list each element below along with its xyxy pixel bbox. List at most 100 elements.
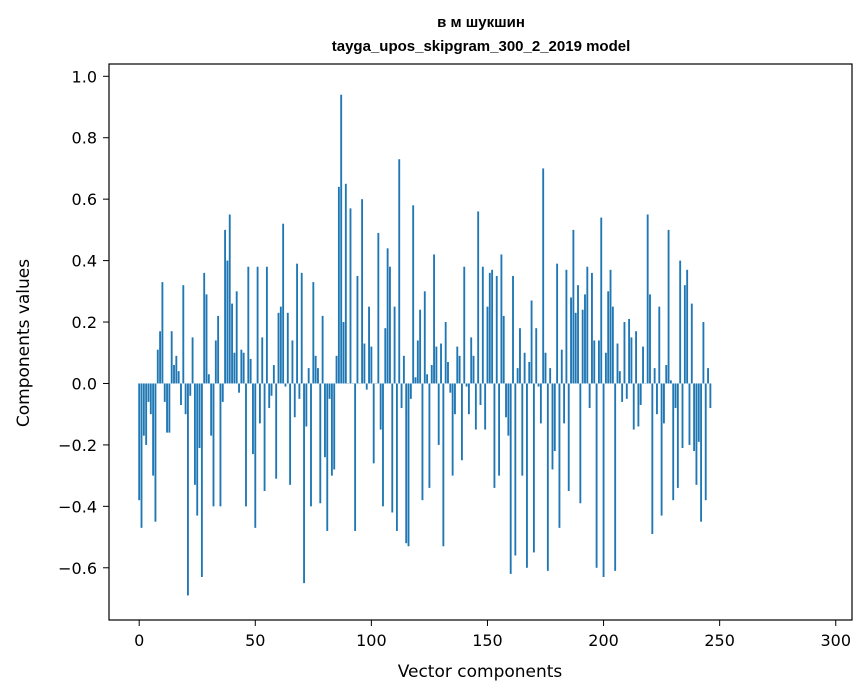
bar [505,383,507,418]
bar [279,306,282,384]
bar [419,309,422,384]
bar [282,223,285,384]
bar [275,383,278,479]
x-tick-label: 0 [134,631,144,650]
bar [539,383,542,424]
bar [249,358,252,384]
bar [574,312,577,384]
bar [398,159,401,384]
bar [651,383,654,534]
y-tick-label: −0.6 [58,559,97,578]
bar [509,383,512,574]
bar [618,371,621,384]
bar [491,269,494,384]
bar [669,380,672,384]
bar [474,383,477,430]
bar [149,383,152,415]
bar [556,263,559,384]
y-tick-label: −0.4 [58,497,97,516]
bar [472,355,475,384]
bar [312,282,315,384]
bar [187,383,189,596]
bar [649,294,651,384]
bar [261,337,264,384]
bar [544,352,547,384]
bar [254,383,257,528]
bar [493,383,496,488]
bar [461,383,463,461]
bar [256,266,259,384]
bar [258,383,261,424]
bar [679,260,682,384]
y-tick-label: 0.2 [72,313,97,332]
bar [361,199,364,384]
bar [395,383,398,531]
plot-frame [108,63,853,621]
bar [268,383,271,409]
bar [704,383,707,501]
bar [293,383,296,418]
bar [370,346,373,384]
bar [625,383,628,399]
bar [440,343,442,384]
bar [349,208,352,384]
bar [412,205,415,384]
bar [333,383,336,470]
bar [621,383,624,402]
y-axis-label: Components values [14,259,34,427]
bar [653,368,656,384]
bar [402,355,405,384]
bar [570,297,572,384]
bar [170,331,173,384]
bar [484,383,487,430]
bar [635,331,637,384]
bar [591,272,593,384]
bar [356,275,359,384]
bar [240,349,243,384]
bar [456,346,459,384]
bar [595,383,598,568]
bar [400,383,403,409]
bar [512,275,514,384]
x-tick-label: 100 [356,631,387,650]
bar [530,300,533,384]
bar [233,352,236,384]
bar [639,383,642,405]
bar [326,383,329,531]
bar [532,383,535,553]
bar [228,214,231,384]
bar [435,346,438,384]
bar [391,383,394,513]
chart-title: в м шукшин [437,14,525,31]
bar [674,383,677,409]
bar [463,266,466,384]
bar [337,186,340,384]
bar [672,383,675,501]
bar [203,272,206,384]
bar [470,337,473,384]
bar [407,383,410,547]
y-tick-label: 0.8 [72,129,97,148]
bar [502,315,505,384]
bar [553,383,556,452]
bar [500,254,503,384]
bar [142,383,145,436]
bar [305,383,308,427]
bar [198,383,201,448]
bar [180,383,182,405]
bar [291,340,294,384]
y-axis-ticks: −0.6 −0.4 −0.2 0.0 0.2 0.4 0.6 0.8 1.0 [58,67,109,578]
bar [252,383,254,455]
bar [572,229,575,384]
x-tick-label: 250 [704,631,735,650]
bar [586,266,589,384]
bar [159,331,162,384]
bar [700,383,703,522]
bar [656,383,658,415]
bar [210,383,213,436]
bar [526,383,528,568]
bar [196,383,199,516]
bar [321,315,324,384]
bar [324,383,326,458]
bar [479,383,482,405]
